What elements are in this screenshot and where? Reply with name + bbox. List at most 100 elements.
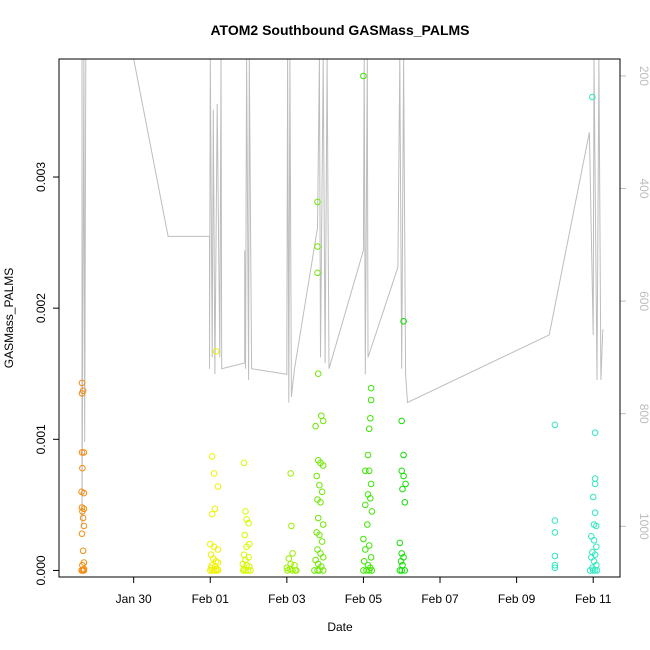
data-point bbox=[591, 475, 599, 482]
data-point bbox=[318, 563, 325, 570]
data-point bbox=[314, 370, 322, 378]
y-tick-label: 0.003 bbox=[34, 162, 48, 192]
data-point bbox=[364, 451, 372, 459]
data-point bbox=[360, 535, 367, 543]
data-point bbox=[240, 459, 248, 467]
axes-layer: Jan 30 Feb 01 Feb 03 Feb 05 Feb 07 Feb 09 Feb … bbox=[34, 66, 650, 606]
data-point bbox=[399, 485, 406, 493]
data-point bbox=[591, 429, 599, 437]
data-point bbox=[591, 567, 599, 574]
data-point bbox=[79, 464, 86, 472]
data-point bbox=[314, 514, 322, 522]
x-tick-label: Feb 09 bbox=[498, 592, 536, 606]
chart-title: ATOM2 Southbound GASMass_PALMS bbox=[210, 22, 469, 38]
data-point bbox=[208, 453, 216, 460]
data-point bbox=[398, 417, 406, 425]
data-point bbox=[551, 517, 559, 524]
data-point bbox=[243, 516, 250, 523]
series-6 bbox=[396, 318, 409, 574]
data-point bbox=[285, 555, 293, 562]
data-point bbox=[551, 529, 559, 536]
data-point bbox=[317, 550, 324, 557]
data-point bbox=[365, 567, 373, 574]
data-point bbox=[210, 470, 218, 477]
data-point bbox=[365, 542, 373, 549]
data-point bbox=[247, 567, 254, 574]
data-point bbox=[551, 552, 559, 560]
data-point bbox=[80, 567, 88, 574]
data-point bbox=[313, 472, 321, 480]
data-point bbox=[211, 505, 219, 513]
data-point bbox=[316, 531, 323, 539]
plot-frame bbox=[58, 58, 621, 578]
y-tick-label: 0.000 bbox=[34, 555, 48, 585]
data-point bbox=[314, 198, 321, 206]
series-1 bbox=[207, 348, 222, 574]
right-tick-label: 800 bbox=[637, 404, 650, 424]
data-point bbox=[551, 421, 559, 429]
series-0 bbox=[78, 379, 88, 574]
data-point bbox=[212, 567, 220, 574]
data-point bbox=[588, 533, 595, 540]
data-point bbox=[319, 567, 327, 574]
data-point bbox=[214, 483, 222, 490]
x-tick-label: Feb 11 bbox=[575, 592, 612, 606]
data-point bbox=[240, 565, 248, 573]
data-point bbox=[586, 567, 594, 574]
data-point bbox=[362, 501, 369, 509]
data-point bbox=[288, 522, 295, 530]
data-point bbox=[239, 560, 247, 568]
data-point bbox=[289, 567, 296, 574]
data-point bbox=[396, 567, 404, 574]
data-point bbox=[293, 567, 300, 574]
data-point bbox=[80, 489, 88, 497]
data-point bbox=[316, 481, 323, 489]
data-point bbox=[593, 543, 600, 551]
data-point bbox=[319, 462, 327, 469]
data-point bbox=[244, 567, 252, 574]
x-tick-label: Feb 03 bbox=[268, 592, 306, 606]
data-point bbox=[246, 563, 253, 570]
data-point bbox=[318, 538, 326, 545]
data-point bbox=[242, 508, 249, 515]
data-point bbox=[396, 539, 404, 547]
data-point bbox=[551, 564, 559, 572]
data-point bbox=[78, 449, 86, 456]
data-point bbox=[401, 499, 409, 506]
data-point bbox=[312, 422, 319, 430]
right-tick-label: 200 bbox=[637, 66, 650, 86]
data-point bbox=[364, 521, 371, 528]
data-point bbox=[398, 550, 406, 557]
right-tick-label: 600 bbox=[637, 291, 650, 311]
data-point bbox=[314, 546, 321, 553]
data-point bbox=[319, 554, 327, 561]
data-point bbox=[400, 472, 407, 480]
data-point bbox=[591, 480, 599, 488]
data-point bbox=[367, 495, 374, 502]
data-point bbox=[591, 509, 599, 517]
data-point bbox=[365, 425, 373, 433]
data-point bbox=[245, 519, 252, 527]
data-point bbox=[367, 480, 375, 488]
data-point bbox=[214, 546, 222, 553]
data-point bbox=[362, 546, 369, 553]
data-point bbox=[79, 508, 86, 515]
y-axis-title: GASMass_PALMS bbox=[2, 268, 16, 368]
data-point bbox=[287, 470, 295, 477]
x-tick-label: Jan 30 bbox=[116, 592, 152, 606]
data-point bbox=[368, 567, 376, 574]
data-point bbox=[79, 387, 87, 395]
data-point bbox=[239, 567, 247, 574]
data-point bbox=[365, 467, 373, 475]
x-tick-label: Feb 01 bbox=[192, 592, 230, 606]
right-tick-label: 400 bbox=[637, 178, 650, 198]
data-point bbox=[79, 514, 87, 522]
data-point bbox=[551, 561, 559, 569]
data-point bbox=[360, 72, 367, 80]
data-point bbox=[589, 93, 596, 101]
data-point bbox=[208, 510, 216, 518]
data-point bbox=[397, 558, 405, 565]
data-point bbox=[319, 417, 327, 425]
data-point bbox=[367, 384, 375, 392]
